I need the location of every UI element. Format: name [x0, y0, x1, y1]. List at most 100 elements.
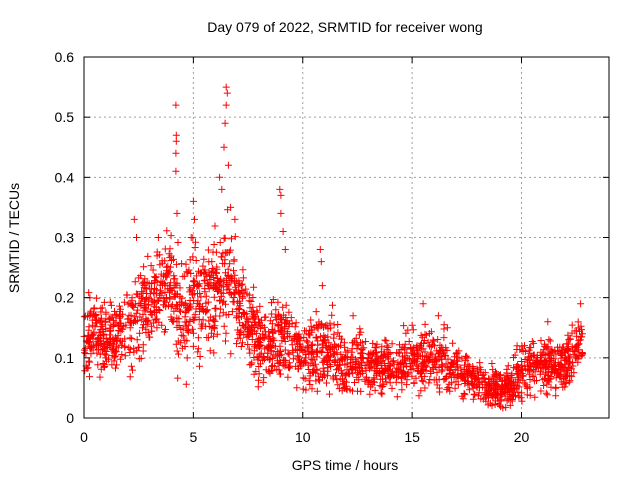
data-point [215, 287, 223, 295]
data-point [309, 356, 317, 364]
data-point [349, 312, 357, 320]
data-point [268, 299, 275, 307]
data-point [440, 334, 448, 342]
data-point [415, 392, 423, 400]
data-point [116, 319, 124, 327]
data-point [175, 350, 182, 358]
data-point [315, 320, 323, 328]
data-point [539, 350, 547, 358]
data-point [146, 333, 154, 341]
data-point [150, 303, 158, 311]
data-point [274, 321, 282, 329]
data-point [321, 322, 329, 330]
data-point [275, 349, 283, 357]
data-point [476, 359, 484, 367]
data-point [153, 278, 161, 286]
data-point [532, 358, 540, 366]
data-point [82, 344, 90, 352]
data-point [85, 289, 93, 297]
data-point [526, 383, 534, 391]
data-point [314, 349, 322, 356]
data-point [442, 360, 450, 368]
data-point [213, 263, 221, 271]
data-point [336, 375, 344, 383]
data-point [85, 326, 93, 334]
data-point [488, 392, 496, 400]
data-point [281, 346, 289, 354]
data-point [317, 332, 325, 340]
data-point [163, 227, 171, 235]
data-point [210, 316, 218, 324]
data-point [128, 319, 136, 327]
data-point [444, 355, 452, 363]
data-point [147, 262, 155, 270]
data-point [316, 246, 324, 253]
data-point [380, 380, 388, 388]
chart-title: Day 079 of 2022, SRMTID for receiver won… [207, 19, 482, 35]
data-point [222, 101, 230, 109]
data-point [171, 275, 179, 283]
data-point [230, 256, 238, 264]
data-point [388, 384, 396, 392]
data-point [421, 384, 429, 392]
data-point [142, 285, 150, 293]
data-point [393, 367, 401, 375]
data-point [93, 342, 101, 349]
data-point [187, 234, 195, 241]
data-point [312, 308, 320, 316]
data-point [279, 356, 287, 364]
data-point [210, 293, 218, 301]
data-point [189, 315, 197, 323]
data-point [421, 363, 429, 371]
data-point [568, 321, 576, 329]
data-point [224, 281, 232, 288]
data-point [556, 349, 564, 357]
data-point [230, 267, 237, 275]
data-point [203, 306, 211, 314]
data-point [419, 378, 427, 386]
data-point [99, 321, 107, 329]
data-point [460, 390, 468, 397]
data-point [383, 342, 391, 350]
data-point [268, 310, 276, 318]
data-point [394, 349, 402, 357]
data-point [330, 351, 337, 359]
data-point [144, 252, 152, 260]
data-point [417, 345, 425, 353]
data-point [484, 401, 492, 409]
data-point [127, 362, 135, 370]
data-point [186, 256, 194, 264]
data-point [137, 302, 145, 309]
data-point [551, 346, 559, 354]
data-point [381, 336, 389, 344]
data-point [256, 302, 264, 310]
data-point [562, 379, 570, 387]
data-point [196, 308, 203, 316]
data-point [222, 249, 230, 257]
data-point [216, 297, 224, 305]
data-point [578, 333, 586, 341]
data-point [225, 311, 233, 318]
data-point [308, 340, 316, 348]
data-point [136, 329, 144, 337]
data-point [299, 385, 307, 393]
data-point [351, 337, 359, 345]
data-point [227, 350, 235, 358]
data-point [489, 386, 497, 394]
data-point [113, 310, 121, 318]
x-tick-label: 0 [80, 429, 88, 445]
data-point [565, 378, 573, 386]
data-point [216, 312, 224, 320]
data-point [149, 266, 157, 274]
data-point [331, 342, 339, 350]
data-point [145, 280, 153, 288]
data-point [501, 392, 509, 400]
data-point [248, 336, 256, 343]
data-point [96, 337, 104, 345]
data-point [376, 382, 384, 390]
data-point [250, 354, 258, 361]
data-point [168, 316, 176, 324]
data-point [194, 345, 202, 353]
data-point [377, 389, 385, 397]
data-point [379, 375, 386, 383]
